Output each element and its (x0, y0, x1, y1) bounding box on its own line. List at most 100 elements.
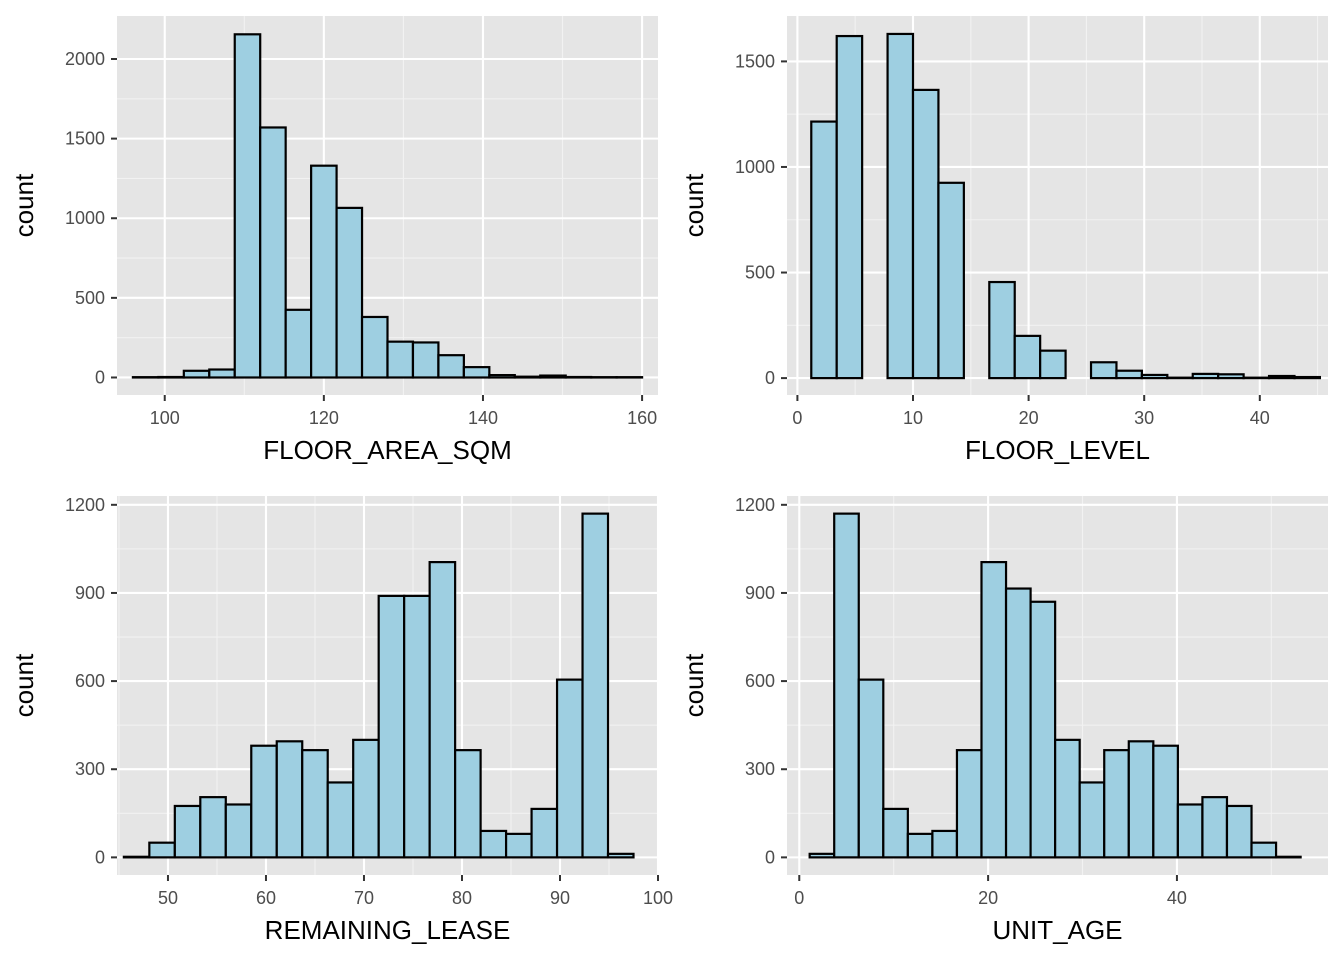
x-tick-label: 140 (468, 408, 498, 428)
histogram-bar (1091, 362, 1116, 378)
y-tick-label: 600 (75, 671, 105, 691)
y-tick-label: 500 (745, 263, 775, 283)
histogram-bar (302, 750, 327, 857)
x-axis-title: REMAINING_LEASE (265, 915, 511, 945)
y-tick-label: 600 (745, 671, 775, 691)
histogram-bar (859, 680, 884, 858)
y-tick-label: 300 (75, 759, 105, 779)
histogram-bar (1153, 746, 1178, 858)
histogram-bar (540, 376, 565, 378)
histogram-bar (124, 857, 149, 858)
histogram-bar (1294, 377, 1319, 378)
histogram-bar (932, 831, 957, 857)
histogram-bar (149, 843, 174, 858)
histogram-bar (260, 127, 285, 377)
histogram-bar (981, 562, 1006, 857)
histogram-bar (1227, 806, 1252, 857)
histogram-bar (404, 596, 429, 857)
y-tick-label: 0 (95, 367, 105, 387)
y-axis-title: count (679, 653, 709, 717)
x-tick-label: 30 (1134, 408, 1154, 428)
histogram-bar (235, 34, 260, 377)
histogram-bar (883, 809, 908, 857)
histogram-bar (908, 834, 933, 858)
histogram-bar (834, 514, 859, 858)
histogram-bar (455, 750, 480, 857)
histogram-bar (226, 804, 251, 857)
y-axis-title: count (9, 653, 39, 717)
x-tick-label: 80 (452, 888, 472, 908)
x-tick-label: 40 (1250, 408, 1270, 428)
histogram-bar (583, 514, 608, 858)
histogram-bar (1104, 750, 1129, 857)
x-tick-label: 90 (550, 888, 570, 908)
y-tick-label: 1500 (65, 129, 105, 149)
histogram-bar (1218, 374, 1243, 378)
x-tick-label: 100 (643, 888, 673, 908)
histogram-bar (1193, 374, 1218, 378)
histogram-bar (200, 797, 225, 857)
histogram-bar (1006, 589, 1031, 858)
histogram-bar (464, 367, 489, 377)
histogram-bar (1055, 740, 1080, 858)
histogram-bar (515, 377, 540, 378)
histogram-bar (837, 36, 862, 378)
histogram-bar (888, 34, 913, 378)
y-tick-label: 500 (75, 288, 105, 308)
histogram-bar (328, 782, 353, 857)
y-axis-title: count (9, 173, 39, 237)
x-tick-label: 20 (1019, 408, 1039, 428)
y-tick-label: 1000 (735, 157, 775, 177)
histogram-bar (413, 342, 438, 377)
x-tick-label: 60 (256, 888, 276, 908)
x-tick-label: 0 (794, 888, 804, 908)
histogram-bar (938, 183, 963, 378)
panel-background (787, 16, 1328, 395)
histogram-bar (1202, 797, 1227, 857)
histogram-bar (209, 370, 234, 378)
histogram-bar (1276, 857, 1301, 858)
x-tick-label: 120 (309, 408, 339, 428)
y-tick-label: 1200 (735, 495, 775, 515)
histogram-bar (489, 375, 514, 377)
y-tick-label: 300 (745, 759, 775, 779)
x-tick-label: 0 (792, 408, 802, 428)
histogram-bar (481, 831, 506, 857)
x-tick-label: 100 (150, 408, 180, 428)
histogram-bar (506, 834, 531, 858)
histogram-bar (286, 310, 311, 378)
histogram-bar (277, 741, 302, 857)
histogram-panel: 50 60 70 80 90 100 0 300 600 900 1200 REMAINING_LEA… (9, 495, 673, 945)
y-tick-label: 1200 (65, 495, 105, 515)
histogram-bar (311, 166, 336, 378)
y-tick-label: 900 (75, 583, 105, 603)
histogram-bar (811, 122, 836, 379)
histogram-bar (532, 809, 557, 857)
x-axis-title: FLOOR_LEVEL (965, 435, 1150, 465)
y-tick-label: 0 (95, 847, 105, 867)
x-tick-label: 40 (1167, 888, 1187, 908)
histogram-bar (1269, 376, 1294, 378)
y-tick-label: 0 (765, 847, 775, 867)
histogram-bar (1031, 602, 1056, 858)
histogram-bar (957, 750, 982, 857)
x-tick-label: 50 (158, 888, 178, 908)
x-axis-title: UNIT_AGE (992, 915, 1122, 945)
histogram-bar (608, 854, 633, 858)
y-tick-label: 1500 (735, 51, 775, 71)
histogram-bar (810, 854, 835, 858)
histogram-bar (1040, 351, 1065, 378)
x-tick-label: 10 (903, 408, 923, 428)
y-tick-label: 0 (765, 368, 775, 388)
x-tick-label: 70 (354, 888, 374, 908)
histogram-bar (557, 680, 582, 858)
histogram-bar (1080, 782, 1105, 857)
histogram-bar (1129, 741, 1154, 857)
histogram-bar (353, 740, 378, 858)
histogram-bar (379, 596, 404, 857)
histogram-bar (184, 371, 209, 378)
y-tick-label: 2000 (65, 49, 105, 69)
